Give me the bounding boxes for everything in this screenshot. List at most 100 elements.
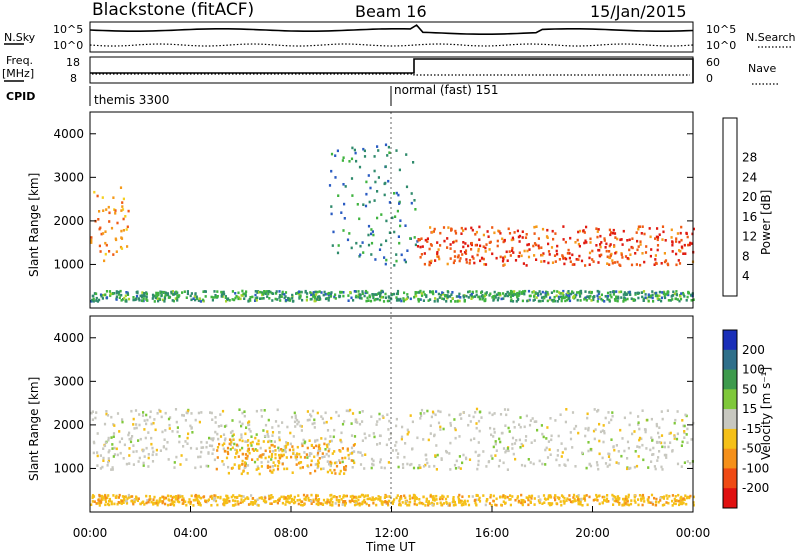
velocity-cell-1: [341, 503, 344, 506]
velocity-cell-0: [477, 463, 480, 467]
power-cell-3: [452, 241, 455, 244]
velocity-cell-0: [434, 454, 437, 457]
power-cell-1: [650, 295, 653, 299]
power-cell-3: [670, 228, 673, 232]
velocity-cell-0: [150, 442, 153, 446]
power-cell-3: [436, 255, 439, 258]
power-cell-2: [334, 176, 337, 179]
velocity-cell-1: [432, 498, 435, 501]
power-cell-1: [559, 295, 563, 299]
power-cell-1: [318, 290, 321, 293]
velocity-cell-0: [626, 457, 629, 460]
power-cell-3: [436, 252, 439, 255]
power-cell-1: [120, 293, 123, 297]
velocity-cell-0: [607, 411, 610, 414]
colorbar-tick-label: 12: [742, 230, 757, 244]
power-cell-3: [474, 233, 477, 236]
velocity-cell-2: [270, 443, 273, 447]
velocity-cell-1: [256, 503, 259, 507]
power-cell-1: [493, 297, 496, 301]
power-cell-1: [652, 300, 655, 303]
velocity-cell-0: [349, 452, 352, 455]
velocity-cell-1: [542, 494, 546, 497]
power-cell-1: [287, 296, 290, 300]
velocity-cell-1: [629, 502, 633, 506]
power-cell-3: [649, 254, 652, 258]
power-cell-1: [576, 291, 579, 294]
velocity-cell-0: [286, 425, 289, 429]
power-cell-3: [533, 254, 536, 257]
power-cell-1: [373, 293, 376, 296]
power-cell-3: [470, 226, 473, 230]
velocity-cell-2: [339, 438, 342, 442]
power-cell-2: [391, 216, 394, 220]
velocity-cell-0: [278, 436, 281, 439]
velocity-cell-1: [418, 498, 421, 501]
power-cell-3: [505, 250, 508, 254]
velocity-cell-0: [306, 418, 309, 422]
velocity-cell-1: [280, 495, 283, 499]
power-cell-1: [590, 290, 593, 294]
power-cell-0: [119, 245, 123, 249]
velocity-cell-1: [538, 501, 541, 505]
velocity-cell-1: [630, 499, 633, 502]
power-cell-1: [384, 292, 387, 296]
velocity-cell-1: [297, 502, 300, 506]
power-cell-1: [98, 298, 101, 302]
velocity-cell-0: [458, 413, 461, 417]
velocity-cell-2: [247, 439, 250, 442]
velocity-cell-1: [638, 494, 642, 497]
power-cell-1: [568, 294, 571, 297]
velocity-cell-0: [194, 418, 197, 422]
velocity-cell-2: [333, 468, 336, 472]
velocity-cell-0: [211, 452, 214, 455]
power-cell-2: [367, 243, 371, 247]
power-cell-1: [276, 298, 279, 301]
velocity-cell-0: [316, 411, 319, 415]
power-cell-1: [496, 293, 499, 296]
velocity-cell-1: [233, 504, 236, 507]
velocity-cell-0: [231, 429, 234, 433]
velocity-cell-2: [314, 469, 317, 473]
velocity-cell-1: [663, 495, 666, 499]
power-cell-1: [386, 299, 389, 303]
velocity-cell-2: [298, 452, 301, 456]
velocity-cell-2: [343, 466, 346, 469]
power-cell-1: [391, 293, 394, 296]
power-cell-3: [613, 232, 617, 235]
power-cell-1: [538, 290, 541, 293]
power-cell-1: [536, 292, 539, 295]
velocity-cell-1: [383, 500, 386, 504]
power-cell-1: [327, 299, 330, 302]
velocity-cell-0: [361, 410, 364, 413]
velocity-cell-1: [563, 500, 566, 504]
velocity-cell-0: [167, 417, 171, 421]
velocity-cell-0: [132, 423, 135, 426]
power-cell-1: [511, 300, 515, 303]
velocity-cell-2: [256, 442, 259, 446]
power-cell-0: [120, 209, 123, 212]
velocity-cell-0: [613, 448, 616, 452]
power-cell-1: [598, 295, 601, 299]
velocity-cell-1: [123, 498, 126, 502]
velocity-cell-0: [135, 426, 138, 430]
power-cell-1: [478, 297, 481, 301]
power-cell-3: [447, 226, 450, 229]
velocity-cell-1: [408, 497, 412, 500]
power-cell-1: [313, 295, 317, 298]
velocity-cell-1: [162, 495, 165, 499]
power-cell-1: [488, 294, 491, 297]
colorbar-swatch: [723, 468, 737, 489]
velocity-cell-0: [113, 446, 116, 450]
power-cell-1: [483, 299, 486, 303]
velocity-cell-0: [294, 414, 297, 418]
velocity-cell-1: [152, 498, 155, 501]
velocity-cell-0: [137, 439, 140, 442]
velocity-cell-1: [315, 495, 318, 498]
velocity-cell-1: [577, 502, 580, 506]
power-cell-1: [598, 290, 601, 294]
velocity-cell-1: [649, 501, 652, 504]
velocity-cell-0: [449, 441, 452, 445]
velocity-cell-0: [102, 456, 105, 460]
